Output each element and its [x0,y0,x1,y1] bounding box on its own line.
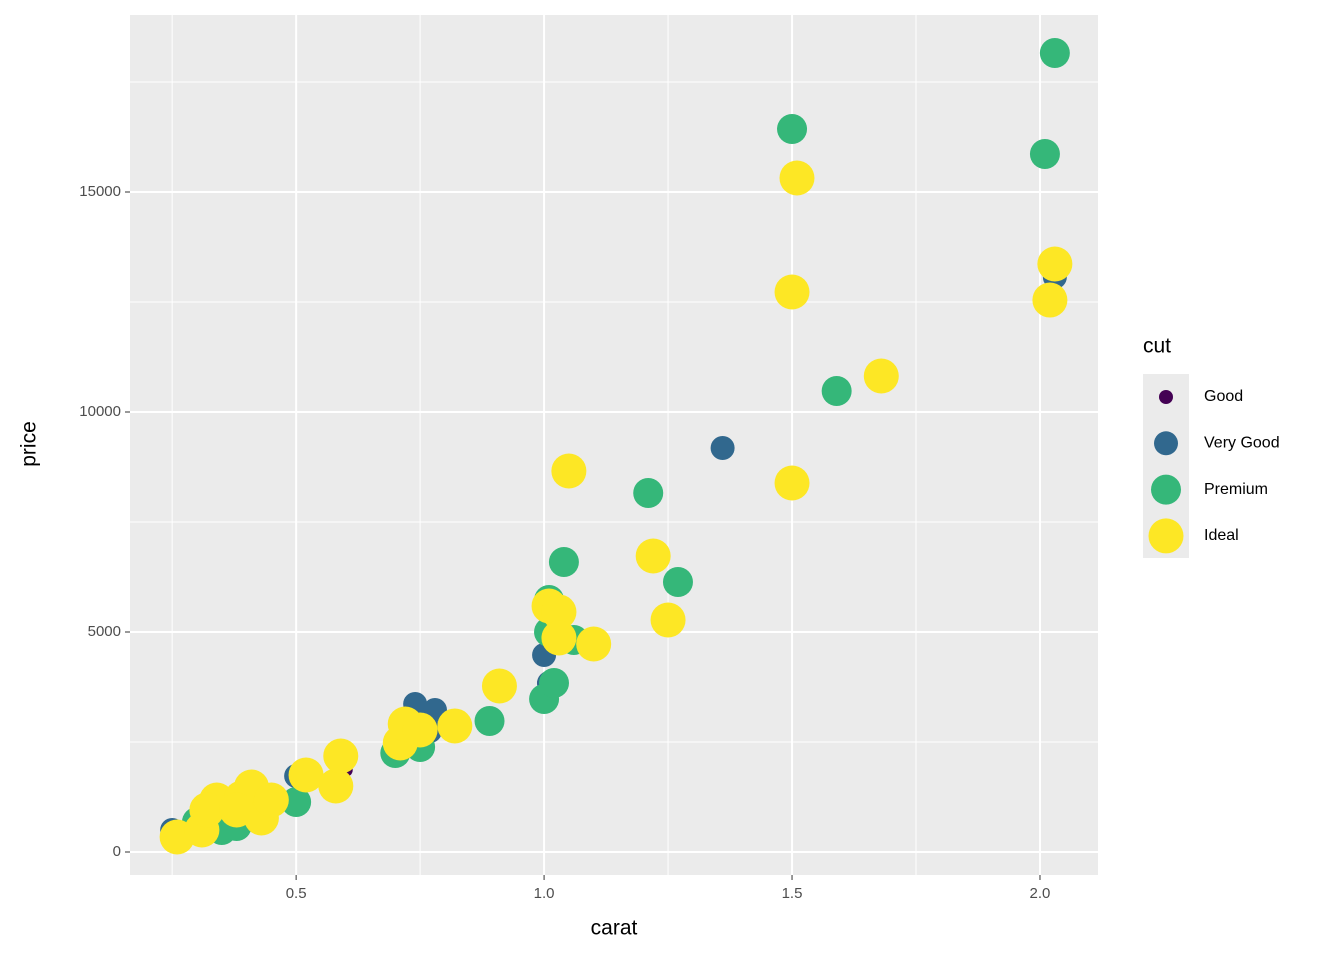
x-axis-title: carat [591,917,638,940]
x-tick-label: 1.5 [782,885,803,902]
point [821,376,852,407]
y-tick-label: 0 [113,843,121,860]
legend-key [1151,474,1181,505]
y-tick-label: 5000 [88,623,121,640]
point [710,435,735,460]
point [548,546,579,577]
legend-title: cut [1143,335,1171,358]
point [281,787,312,818]
legend-key [1148,518,1184,554]
point [1037,246,1073,282]
x-tick-label: 2.0 [1030,885,1051,902]
legend-key [1159,390,1173,404]
panel [130,15,1098,875]
point [774,465,810,501]
point [288,757,324,793]
point [189,792,225,828]
legend-label: Good [1204,388,1243,405]
point [863,358,899,394]
point [779,160,815,196]
point [318,768,354,804]
point [541,594,577,630]
point [437,708,473,744]
point [323,738,359,774]
point [402,712,438,748]
point [551,453,587,489]
x-tick-label: 0.5 [286,885,307,902]
point [1039,38,1070,69]
point [1029,138,1060,169]
point [1032,282,1068,318]
point [481,668,517,704]
point [777,114,808,145]
point [633,478,664,509]
y-axis-title: price [18,421,41,467]
point [774,274,810,310]
x-tick-label: 1.0 [534,885,555,902]
point [635,538,671,574]
legend-label: Premium [1204,481,1268,498]
legend-label: Ideal [1204,527,1239,544]
legend-key [1154,431,1178,456]
point [576,626,612,662]
point [662,567,693,598]
point [541,620,577,656]
point [474,706,505,737]
point [253,782,289,818]
point [219,792,255,828]
legend-label: Very Good [1204,435,1280,452]
point [538,667,569,698]
point [650,602,686,638]
y-tick-label: 15000 [79,183,121,200]
y-tick-label: 10000 [79,403,121,420]
